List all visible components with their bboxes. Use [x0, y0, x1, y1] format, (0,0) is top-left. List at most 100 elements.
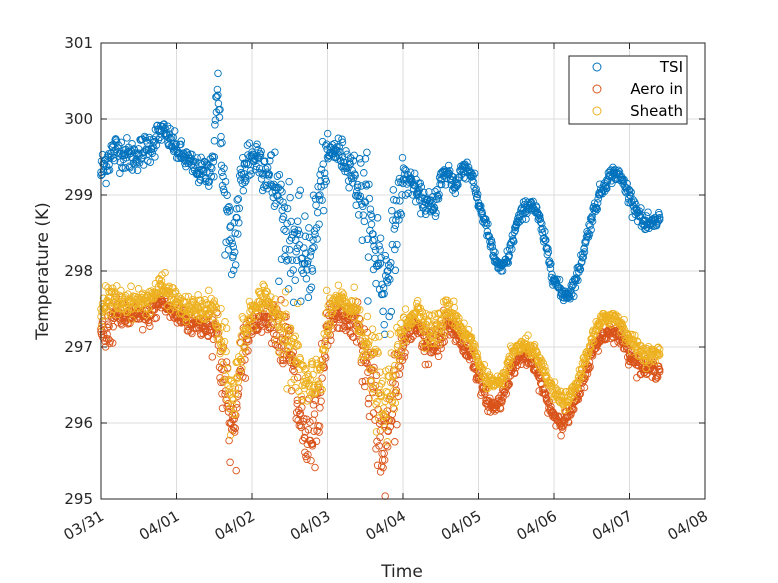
data-point [586, 343, 595, 352]
data-point [315, 422, 324, 431]
data-point [239, 315, 248, 323]
data-point [293, 358, 302, 366]
data-point [432, 209, 440, 217]
data-point [139, 161, 148, 169]
data-point [229, 243, 237, 251]
data-point [406, 176, 415, 184]
data-points [97, 69, 664, 500]
data-point [256, 290, 264, 299]
data-point [305, 224, 313, 232]
data-point [648, 350, 656, 359]
data-point [472, 185, 480, 193]
data-point [308, 440, 317, 448]
data-point [327, 321, 335, 330]
data-point [323, 153, 332, 161]
data-point [283, 204, 292, 213]
data-point [239, 349, 247, 357]
y-tick-labels: 295 296 297 298 299 300 301 [64, 34, 93, 508]
data-point [592, 204, 600, 212]
data-point [218, 404, 227, 413]
data-point [267, 293, 275, 301]
data-point [447, 313, 456, 321]
data-point [273, 172, 282, 180]
data-point [109, 322, 117, 331]
data-point [286, 324, 295, 332]
data-point [357, 159, 365, 167]
data-point [482, 373, 490, 382]
data-point [401, 337, 409, 345]
data-point [386, 330, 395, 338]
data-point [135, 149, 143, 157]
data-point [655, 210, 663, 219]
data-point [653, 344, 662, 352]
data-point [104, 335, 113, 343]
data-point [395, 174, 404, 183]
legend-label: Aero in [630, 80, 683, 98]
data-point [270, 336, 279, 344]
data-point [219, 360, 228, 368]
data-point [379, 404, 388, 412]
data-point [398, 153, 407, 162]
data-point [579, 373, 587, 381]
data-point [117, 138, 126, 147]
data-point [391, 366, 400, 374]
data-point [331, 145, 339, 154]
data-point [263, 168, 271, 176]
data-point [507, 354, 516, 362]
data-point [288, 357, 297, 365]
data-point [387, 259, 395, 267]
data-point [389, 373, 398, 381]
data-point [229, 426, 237, 435]
data-point [618, 320, 626, 328]
data-point [583, 232, 592, 240]
data-point [381, 251, 389, 260]
data-point [124, 306, 133, 314]
data-point [208, 164, 216, 173]
data-point [255, 153, 264, 161]
data-point [452, 183, 460, 192]
data-point [228, 401, 236, 410]
data-point [536, 218, 545, 226]
data-point [135, 312, 143, 321]
data-point [279, 198, 287, 206]
data-point [385, 312, 393, 321]
data-point [595, 322, 603, 331]
data-point [374, 261, 383, 270]
data-point [429, 206, 437, 214]
data-point [205, 177, 214, 186]
data-point [356, 155, 364, 163]
data-point [233, 196, 241, 204]
data-point [414, 191, 422, 199]
data-point [655, 350, 664, 359]
data-point [157, 282, 166, 290]
data-point [128, 140, 136, 148]
data-point [293, 373, 302, 382]
data-point [391, 399, 400, 407]
data-point [267, 323, 275, 331]
data-point [655, 367, 664, 376]
data-point [579, 249, 587, 258]
data-point [535, 214, 543, 222]
data-point [404, 189, 412, 198]
data-point [574, 392, 582, 401]
data-point [554, 412, 563, 420]
data-point [353, 180, 362, 189]
data-point [399, 176, 407, 184]
data-point [214, 323, 223, 331]
data-point [127, 312, 135, 321]
data-point [266, 324, 274, 333]
data-point [289, 266, 297, 274]
data-point [351, 297, 360, 305]
data-point [292, 247, 300, 256]
data-point [524, 331, 532, 340]
data-point [346, 160, 354, 169]
data-point [609, 163, 617, 172]
data-point [174, 292, 183, 301]
legend-marker [592, 106, 602, 116]
data-point [603, 176, 611, 184]
data-point [571, 386, 579, 395]
data-point [368, 213, 376, 221]
data-point [318, 385, 326, 394]
data-point [429, 328, 437, 336]
data-point [369, 236, 377, 245]
